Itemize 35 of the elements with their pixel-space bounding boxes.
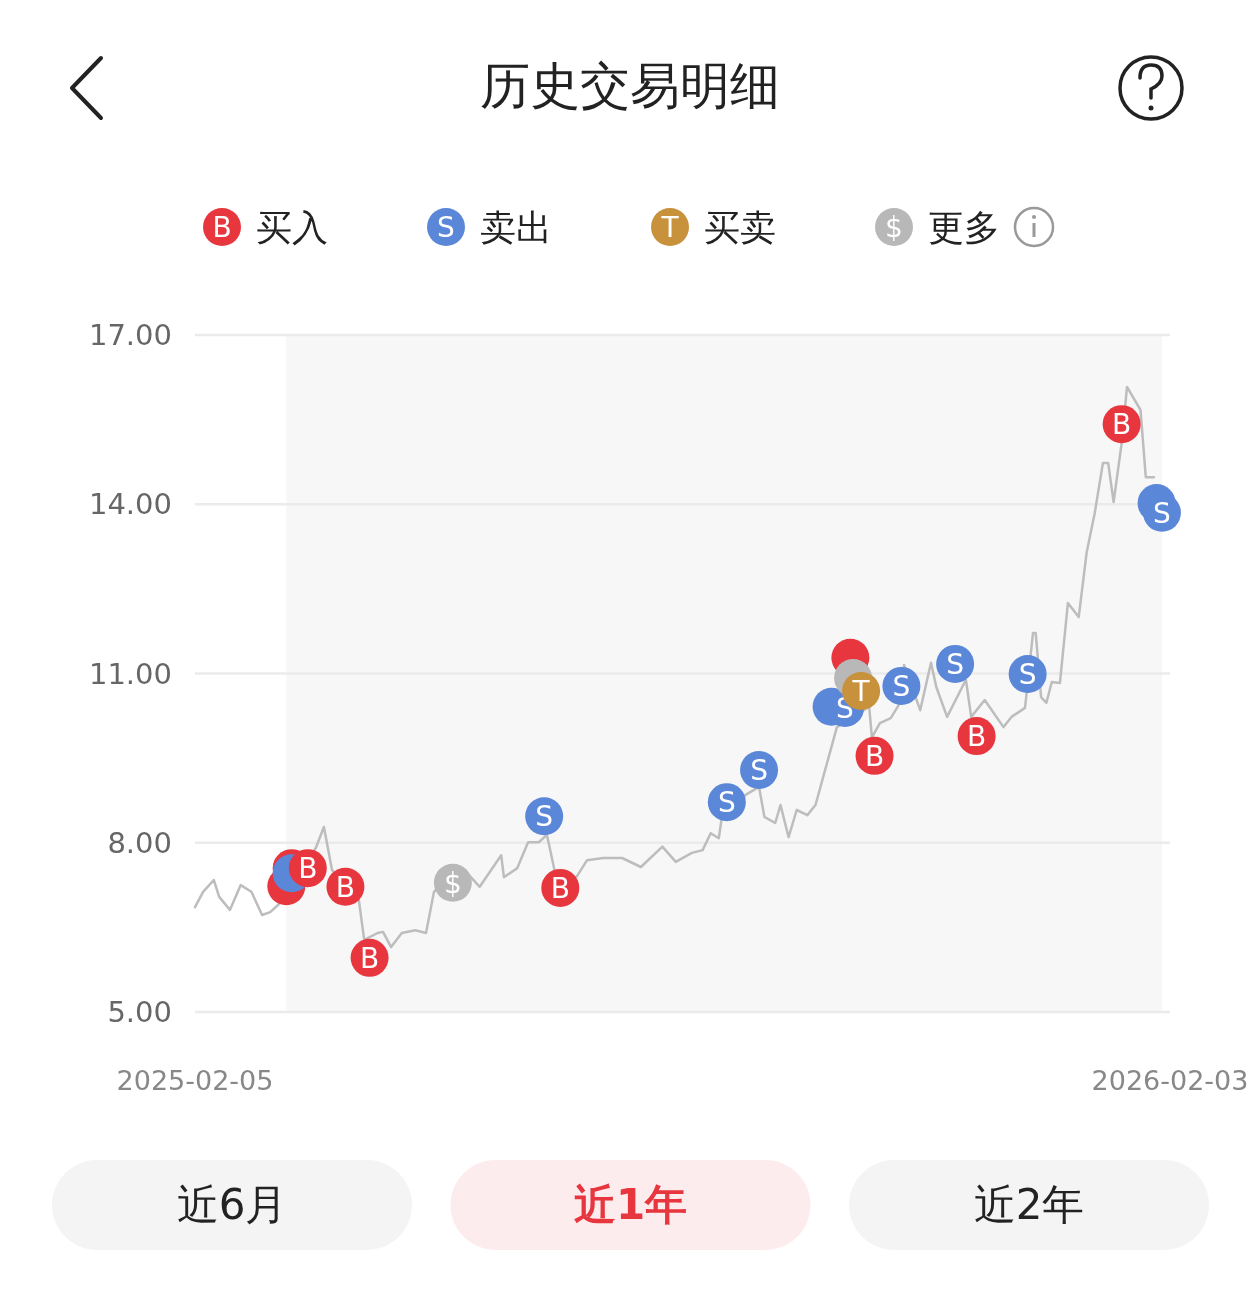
text: 近6月 [176, 1180, 288, 1229]
data-label: T [851, 674, 871, 708]
data-label: S [750, 753, 768, 787]
x-tick-label: 2026-02-03 [1091, 1065, 1249, 1096]
text: $ [885, 211, 903, 244]
text: 近1年 [573, 1180, 688, 1229]
y-tick-label: 5.00 [107, 995, 172, 1029]
data-label: S [1018, 658, 1037, 692]
text: 近2年 [973, 1180, 1085, 1229]
y-tick-label: 14.00 [88, 487, 172, 522]
data-label: $ [443, 866, 462, 900]
text: S [437, 211, 455, 244]
data-label: S [1153, 496, 1171, 530]
data-label: B [1112, 408, 1132, 442]
data-label: S [535, 800, 554, 834]
text: T [661, 211, 679, 244]
text: B [212, 211, 232, 244]
data-label: B [550, 871, 570, 905]
data-label: B [335, 870, 356, 904]
legend-label: 更多 [928, 207, 1000, 248]
chart-title: 历史交易明细 [480, 57, 780, 115]
y-tick-label: 17.00 [88, 318, 172, 352]
y-tick-label: 8.00 [107, 825, 172, 860]
y-tick-label: 11.00 [88, 656, 172, 691]
data-label: B [864, 739, 885, 773]
legend-label: 买卖 [704, 207, 776, 248]
data-label: B [967, 720, 987, 754]
data-label: B [359, 941, 380, 975]
legend-label: 卖出 [480, 207, 552, 248]
data-label: S [946, 647, 965, 681]
x-tick-label: 2025-02-05 [116, 1065, 274, 1096]
data-label: S [717, 786, 736, 820]
data-label: S [892, 669, 911, 703]
legend-label: 买入 [256, 207, 328, 248]
data-label: B [298, 852, 318, 886]
